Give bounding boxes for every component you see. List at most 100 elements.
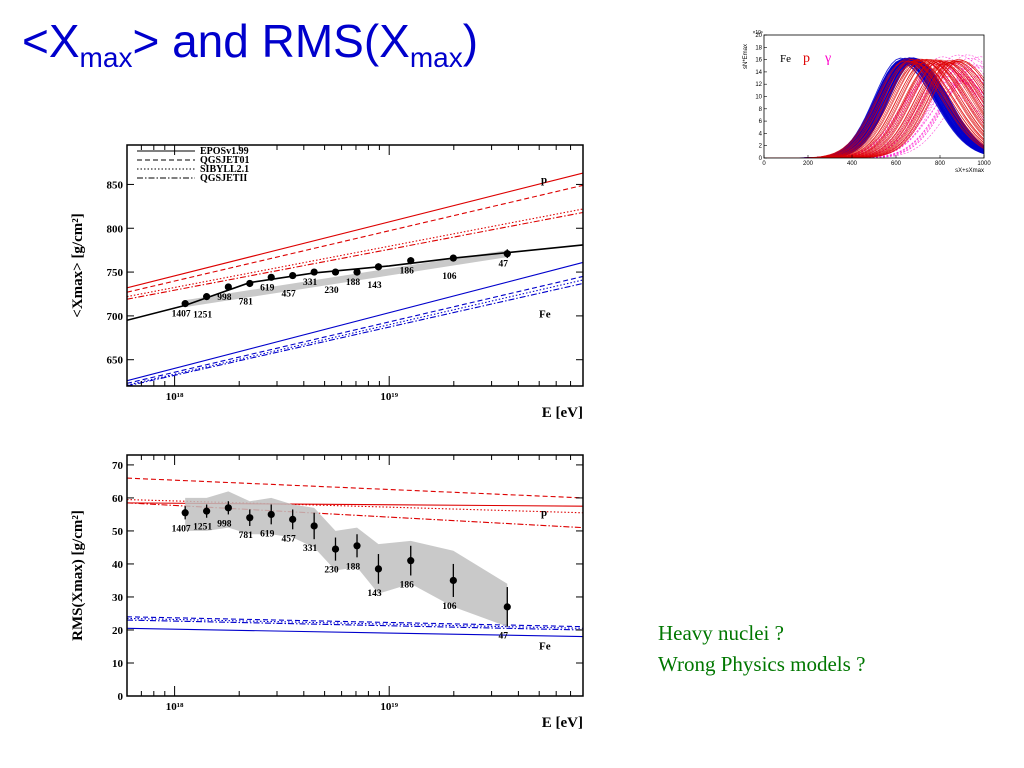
data-point [267, 273, 275, 281]
xmax-chart: 1407 1251 998 781 619 457 331 230 188 143 186 106 47… [70, 144, 584, 421]
y-tick-label: 50 [112, 526, 124, 538]
y-tick-label: 0 [118, 691, 124, 703]
mini-y-tick-label: 6 [759, 119, 763, 125]
title-subscript-2: max [409, 42, 463, 74]
mini-y-tick-label: 20 [755, 33, 762, 39]
x-tick-label: 10¹⁸ [166, 701, 184, 713]
event-count-label: 781 [239, 297, 254, 307]
data-point [310, 268, 318, 276]
model-line-p-dotted [126, 499, 584, 514]
legend-label: EPOSv1.99 [200, 146, 249, 157]
y-tick-label: 60 [112, 493, 124, 505]
annotation-fe: Fe [539, 641, 551, 653]
mini-legend-fe: Fe [780, 53, 791, 65]
profile-curves [764, 54, 984, 158]
y-tick-label: 30 [112, 592, 124, 604]
event-count-label: 106 [442, 602, 457, 612]
note-line-heavy-nuclei: Heavy nuclei ? [658, 621, 784, 645]
model-line-fe-dotted [126, 617, 584, 629]
legend-label: QGSJET01 [200, 155, 249, 166]
data-point [449, 576, 457, 585]
event-count-label: 230 [324, 286, 339, 296]
title-text-end: ) [462, 15, 479, 67]
y-tick-label: 650 [107, 355, 124, 367]
event-count-label: 47 [499, 632, 509, 642]
y-tick-label: 20 [112, 625, 124, 637]
data-point [449, 254, 457, 262]
systematic-band [185, 491, 508, 627]
rms-xmax-chart: 1407 1251 998 781 619 457 331 230 188 143 186 106 47… [70, 454, 584, 731]
data-point [407, 257, 415, 265]
mini-y-tick-label: 4 [759, 131, 763, 137]
x-tick-label: 10¹⁸ [166, 391, 184, 403]
model-line-p-dotted [126, 208, 584, 298]
model-line-p-dashdot [126, 211, 584, 300]
data-point [331, 268, 340, 276]
slide-title: <Xmax> and RMS(Xmax) [22, 14, 478, 74]
mini-x-tick-label: 200 [803, 161, 814, 167]
model-line-fe-dashdot [126, 282, 584, 387]
event-count-label: 47 [499, 260, 509, 270]
annotation-p: p [541, 507, 547, 519]
data-point [246, 279, 254, 288]
model-line-fe-solid [126, 261, 584, 382]
event-count-label: 106 [442, 272, 457, 282]
model-line-fe-dashed [126, 616, 584, 628]
data-point [374, 565, 383, 573]
legend-label: QGSJETII [200, 173, 247, 184]
model-line-p-solid [126, 172, 584, 289]
mini-y-tick-label: 0 [759, 156, 763, 162]
data-point [503, 250, 511, 258]
event-count-label: 781 [239, 531, 254, 541]
model-line-fe-dashdot [126, 619, 584, 631]
data-point [203, 293, 211, 301]
x-tick-label: 10¹⁹ [380, 391, 398, 403]
event-count-label: 331 [303, 544, 318, 554]
legend-label: SIBYLL2.1 [200, 164, 249, 175]
mini-legend-p: p [803, 51, 810, 66]
mini-y-exponent: ×10⁶ [752, 30, 763, 36]
x-axis-label: E [eV] [542, 715, 583, 731]
model-line-p-dashed [126, 184, 584, 293]
mini-y-tick-label: 12 [755, 82, 762, 88]
data-point [181, 300, 189, 308]
model-line-fe-solid [126, 627, 584, 638]
title-subscript-1: max [79, 42, 133, 74]
event-count-label: 143 [367, 281, 382, 291]
data-point [331, 545, 340, 553]
event-count-label: 186 [400, 581, 415, 591]
data-point [181, 509, 189, 517]
event-count-label: 1251 [193, 523, 212, 533]
model-line-p-dashed [126, 477, 584, 499]
y-axis-label: <Xmax> [g/cm²] [70, 213, 86, 317]
event-count-label: 188 [346, 562, 361, 572]
data-point [289, 515, 297, 523]
event-count-label: 230 [324, 566, 339, 576]
mini-y-tick-label: 8 [759, 107, 763, 113]
data-point [224, 504, 232, 512]
data-point [203, 507, 211, 515]
event-count-label: 1407 [172, 524, 191, 534]
y-tick-label: 750 [107, 267, 124, 279]
data-point [310, 522, 318, 530]
data-point [267, 510, 275, 519]
y-tick-label: 40 [112, 559, 124, 571]
x-axis-label: E [eV] [542, 405, 583, 421]
conclusion-note: Heavy nuclei ? Wrong Physics models ? [658, 618, 865, 680]
event-count-label: 619 [260, 283, 275, 293]
note-line-physics-models: Wrong Physics models ? [658, 652, 866, 676]
event-count-label: 331 [303, 278, 318, 288]
mini-y-tick-label: 2 [759, 144, 763, 150]
mini-x-tick-label: 400 [847, 161, 858, 167]
data-point [353, 542, 361, 550]
plot-frame [126, 144, 584, 387]
event-count-label: 998 [217, 293, 232, 303]
data-point [503, 603, 511, 611]
mini-y-tick-label: 10 [755, 95, 762, 101]
mini-x-axis-label: sX+sXmax [955, 168, 984, 174]
systematic-band [185, 250, 508, 308]
plot-frame [126, 454, 584, 697]
event-count-label: 188 [346, 278, 361, 288]
event-count-label: 1251 [193, 311, 212, 321]
